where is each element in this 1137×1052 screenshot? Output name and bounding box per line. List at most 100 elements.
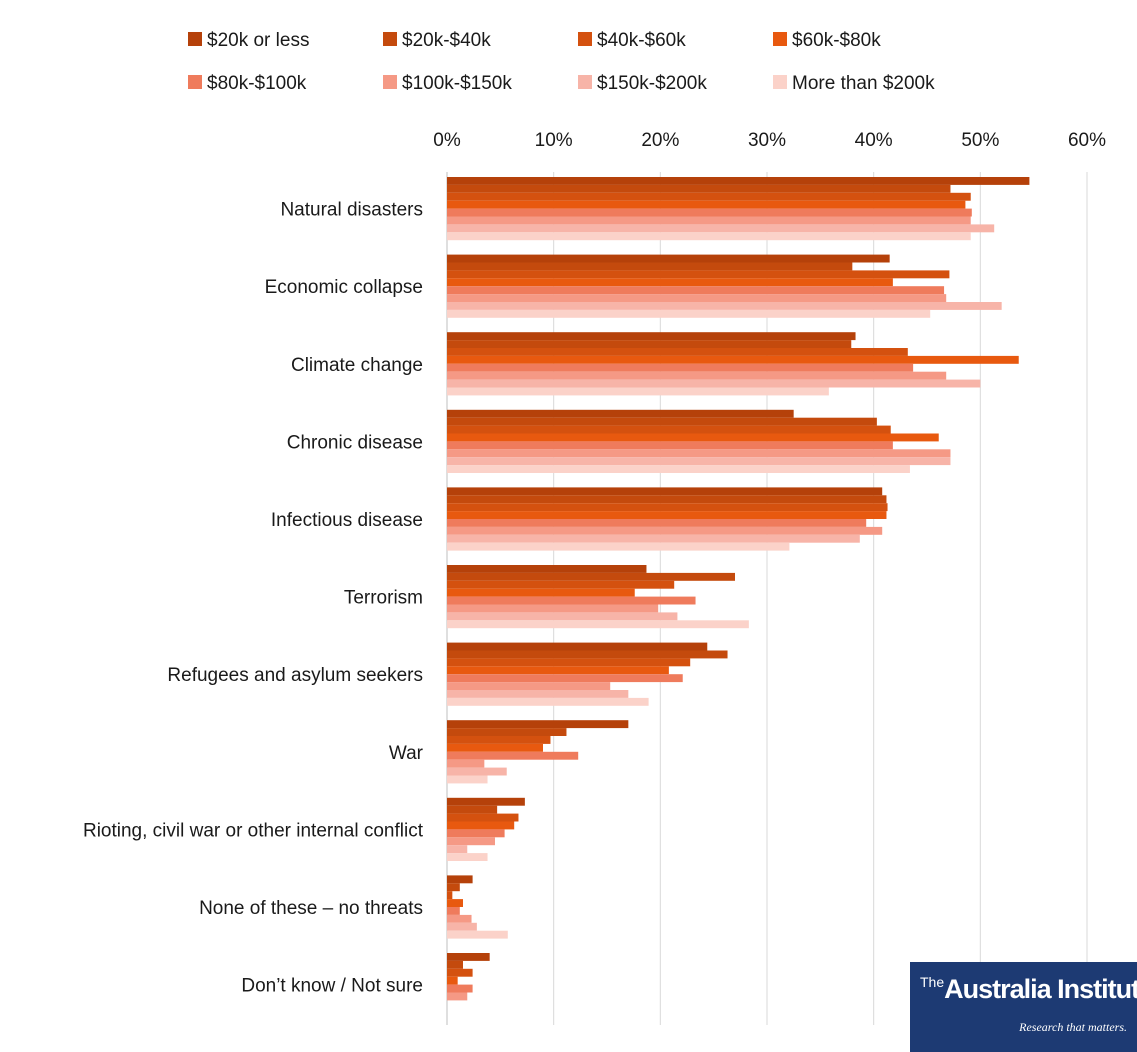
bar [447,775,488,784]
bar [447,519,867,527]
bar [447,572,735,581]
bar [447,642,708,651]
bar [447,449,951,458]
bar [447,511,887,519]
bar [447,425,891,434]
legend-label: $60k-$80k [792,30,881,51]
legend-label: $100k-$150k [402,73,512,94]
bar [447,457,951,466]
bar [447,542,790,551]
bar [447,883,460,892]
bar [447,922,477,931]
bar [447,348,908,356]
x-tick-label: 0% [433,130,461,151]
legend-label: $20k or less [207,30,309,51]
bar [447,805,498,814]
bar [447,565,647,573]
bar [447,875,473,884]
bar [447,759,485,768]
legend-label: More than $200k [792,73,935,94]
bar [447,355,1019,364]
logo-the: The [920,974,945,990]
bar [447,286,945,295]
bar [447,387,829,396]
bar [447,682,611,690]
bar [447,960,463,969]
bar [447,968,473,977]
legend-label: $80k-$100k [207,73,307,94]
bar [447,495,887,504]
category-label: Don’t know / Not sure [241,976,423,997]
legend-swatch [188,32,202,46]
bar [447,914,472,923]
bar [447,433,939,442]
legend-label: $20k-$40k [402,30,491,51]
category-label: Terrorism [344,588,423,609]
bar [447,588,635,597]
bar [447,503,888,512]
x-tick-label: 10% [535,130,573,151]
legend-swatch [383,75,397,89]
bar [447,650,728,659]
bar [447,620,749,629]
bar [447,192,971,201]
bar [447,294,947,302]
legend-swatch [383,32,397,46]
legend-label: $40k-$60k [597,30,686,51]
category-label: Natural disasters [280,200,423,221]
bar [447,534,860,543]
bar [447,751,579,760]
bar [447,930,508,939]
bar [447,743,543,752]
bar [447,340,852,348]
legend-swatch [773,32,787,46]
bar [447,697,649,706]
bar [447,829,505,838]
bar [447,976,458,985]
bar [447,984,473,993]
bar [447,907,460,915]
bar [447,208,972,217]
bar [447,992,468,1001]
bar [447,736,551,744]
x-tick-label: 60% [1068,130,1106,151]
x-tick-label: 50% [961,130,999,151]
legend-swatch [773,75,787,89]
bar [447,666,669,675]
category-label: None of these – no threats [199,898,423,919]
x-tick-label: 30% [748,130,786,151]
logo-wordmark: TheAustralia Institute [920,974,1137,1005]
bar [447,580,675,589]
bar [447,604,659,613]
category-label: Refugees and asylum seekers [167,665,423,686]
bar [447,853,488,861]
legend-label: $150k-$200k [597,73,707,94]
bar [447,363,914,372]
bar [447,177,1030,185]
bar [447,465,910,473]
bar [447,332,856,341]
x-tick-label: 20% [641,130,679,151]
bar [447,379,981,388]
legend-swatch [188,75,202,89]
bar [447,837,495,846]
bar [447,232,971,241]
category-label: Chronic disease [287,432,423,453]
bar [447,690,629,698]
bar [447,224,995,233]
bar [447,487,883,496]
bar [447,891,453,900]
bar [447,371,947,380]
category-label: War [389,743,424,764]
bar [447,821,515,830]
bar [447,674,683,683]
bar [447,899,463,907]
logo-name: Australia Institute [944,974,1137,1004]
bars [447,177,1030,1001]
bar [447,797,525,806]
bar [447,254,890,263]
bar [447,278,893,287]
bar [447,200,966,209]
category-label: Economic collapse [265,277,423,298]
